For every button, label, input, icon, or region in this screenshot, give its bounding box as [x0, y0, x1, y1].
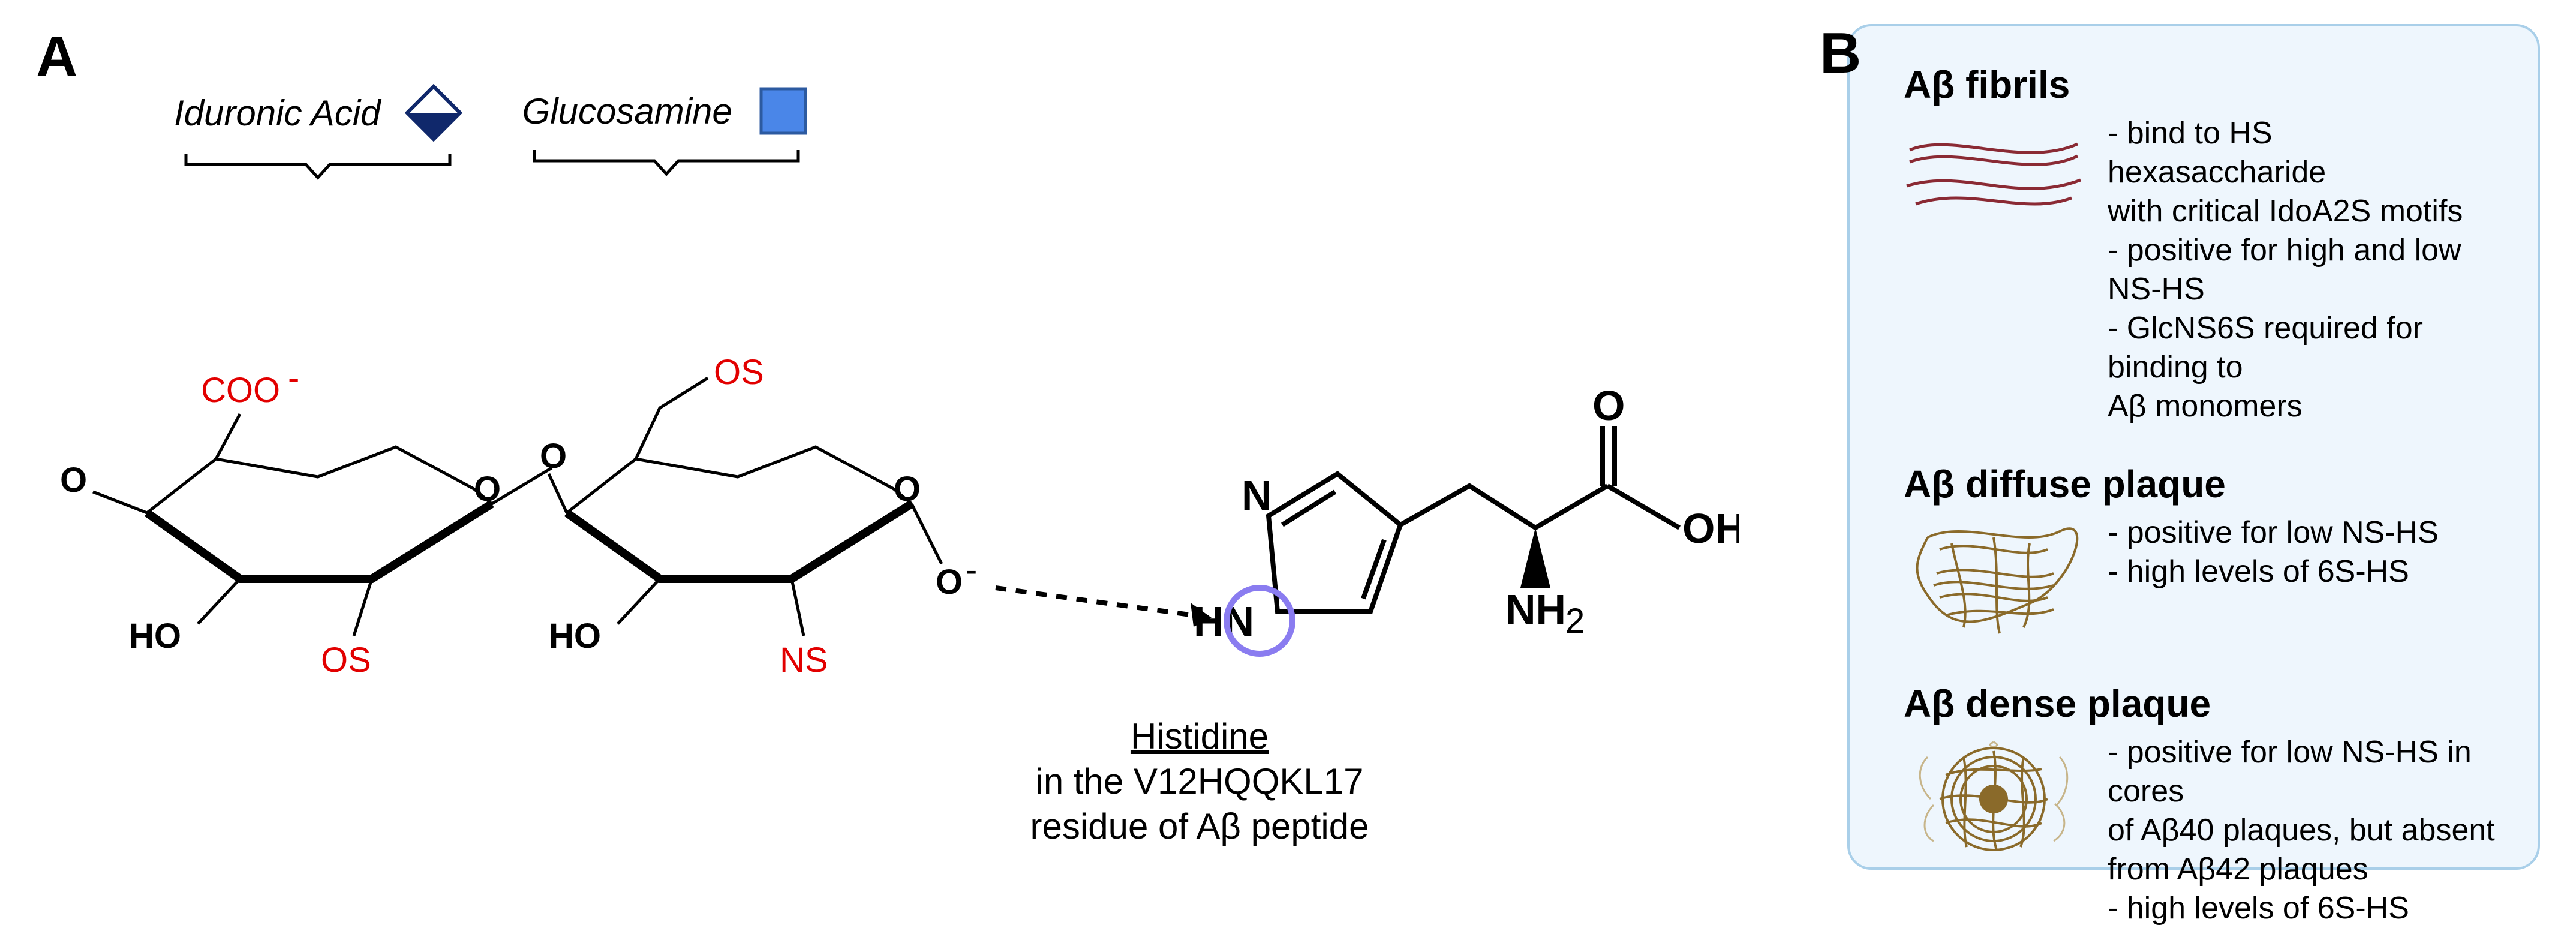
- ho-label-1: HO: [129, 617, 181, 656]
- histidine: N HN O OH NH 2: [1194, 382, 1739, 654]
- svg-text:N: N: [1242, 472, 1272, 519]
- panel-b-wrap: B Aβ fibrils - bind to HS hexasacchar: [1823, 24, 2540, 870]
- section-title: Aβ diffuse plaque: [1904, 462, 2496, 506]
- legend-iduronic-top: Iduronic Acid: [174, 84, 462, 142]
- ho-label-2: HO: [549, 617, 601, 656]
- histidine-caption-l3: residue of Aβ peptide: [1030, 806, 1369, 846]
- panel-a-chemistry: O COO - O HO: [60, 336, 1739, 876]
- figure-container: A Iduronic Acid: [0, 0, 2576, 894]
- panel-b-section-dense: Aβ dense plaque: [1904, 681, 2496, 928]
- nh-sub-label: 2: [1565, 602, 1585, 641]
- bracket-icon: [528, 143, 804, 179]
- legend-glucosamine: Glucosamine: [522, 84, 810, 179]
- dashed-arrow: [996, 588, 1212, 627]
- coo-sup: -: [288, 359, 299, 398]
- section-title: Aβ fibrils: [1904, 62, 2496, 107]
- o-dbl-label: O: [1592, 382, 1625, 429]
- ns-label: NS: [780, 641, 828, 680]
- iduronic-ring: O COO - O HO: [60, 359, 552, 680]
- svg-text:O: O: [540, 437, 567, 476]
- legend-iduronic-label: Iduronic Acid: [174, 92, 381, 134]
- glucosamine-ring: O OS HO NS: [549, 353, 977, 680]
- oh-label: OH: [1682, 505, 1739, 552]
- o-minus: -: [966, 551, 977, 590]
- legend-glucosamine-top: Glucosamine: [522, 84, 810, 138]
- iduronic-glyph-icon: [405, 84, 462, 142]
- histidine-caption-l2: in the V12HQQKL17: [1035, 761, 1363, 801]
- panel-a-label: A: [36, 24, 77, 90]
- legend-glucosamine-label: Glucosamine: [522, 91, 732, 132]
- panel-b-section-diffuse: Aβ diffuse plaque: [1904, 462, 2496, 645]
- panel-b-section-fibrils: Aβ fibrils - bind to HS hexasaccharide w…: [1904, 62, 2496, 426]
- section-title: Aβ dense plaque: [1904, 681, 2496, 726]
- fibrils-icon: [1904, 114, 2084, 246]
- section-text: - positive for low NS-HS - high levels o…: [2108, 513, 2439, 591]
- section-text: - bind to HS hexasaccharide with critica…: [2108, 114, 2496, 426]
- panel-b: B Aβ fibrils - bind to HS hexasacchar: [1847, 24, 2540, 870]
- panel-a: A Iduronic Acid: [36, 24, 1823, 870]
- histidine-caption: Histidine in the V12HQQKL17 residue of A…: [930, 714, 1469, 849]
- section-text: - positive for low NS-HS in cores of Aβ4…: [2108, 733, 2496, 928]
- diffuse-plaque-icon: [1904, 513, 2084, 645]
- o-anomeric: O: [936, 563, 963, 602]
- bracket-icon: [180, 146, 456, 182]
- nh-label: NH: [1505, 586, 1566, 633]
- panel-a-legend: Iduronic Acid Glucosamine: [174, 84, 810, 182]
- o-left-label: O: [60, 461, 87, 500]
- panel-b-label: B: [1820, 20, 1861, 86]
- coo-label: COO: [201, 371, 280, 410]
- histidine-caption-title: Histidine: [1131, 716, 1269, 756]
- chemistry-svg: O COO - O HO: [60, 336, 1739, 876]
- dense-plaque-icon: [1904, 733, 2084, 865]
- legend-iduronic: Iduronic Acid: [174, 84, 462, 182]
- os-label-1: OS: [321, 641, 371, 680]
- glucosamine-glyph-icon: [756, 84, 810, 138]
- os-label-2: OS: [714, 353, 764, 392]
